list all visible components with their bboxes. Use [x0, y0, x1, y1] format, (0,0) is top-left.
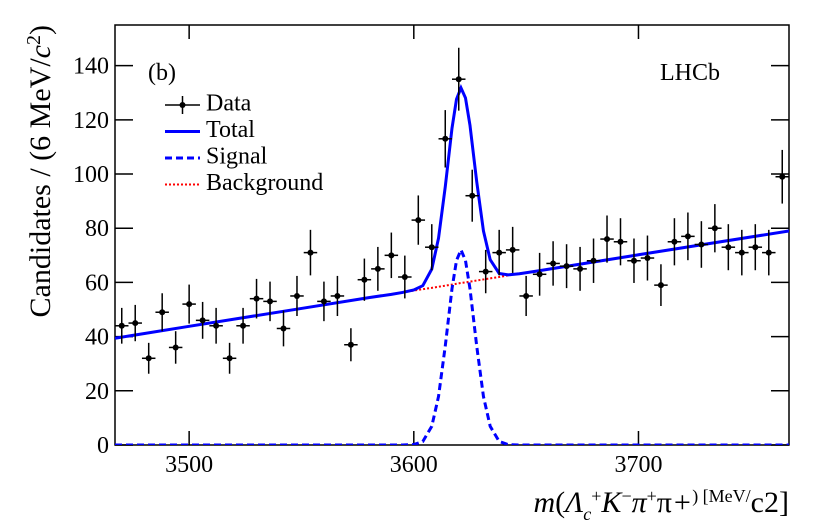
- data-point: [267, 298, 274, 305]
- data-point: [226, 355, 233, 362]
- data-point: [442, 135, 449, 142]
- data-point: [132, 320, 139, 327]
- y-axis-label-part: c: [24, 45, 57, 58]
- data-point: [199, 317, 206, 324]
- data-point: [590, 257, 597, 264]
- data-point: [752, 244, 759, 251]
- data-point: [725, 244, 732, 251]
- data-point: [630, 257, 637, 264]
- data-point: [401, 274, 408, 280]
- data-point: [186, 301, 193, 308]
- y-axis-label-part: ): [24, 25, 57, 35]
- data-point: [159, 309, 166, 316]
- curve: [115, 84, 789, 340]
- x-axis-label-part: +: [672, 486, 692, 519]
- data-point: [347, 341, 354, 348]
- data-point: [118, 322, 125, 329]
- data-point: [415, 217, 422, 224]
- data-point: [698, 241, 705, 248]
- data-point: [644, 255, 651, 262]
- data-point: [711, 225, 718, 232]
- data-point: [617, 238, 624, 245]
- data-point: [320, 298, 327, 305]
- data-point: [172, 344, 179, 351]
- x-axis-label-part: Λ: [562, 486, 583, 519]
- y-tick-label: 40: [85, 325, 109, 351]
- x-axis-label-part: (: [555, 486, 565, 519]
- data-point: [213, 322, 220, 329]
- data-point: [550, 260, 557, 267]
- data-point: [684, 233, 691, 240]
- curve: [115, 229, 789, 340]
- y-tick-label: 60: [85, 270, 109, 296]
- data-point: [563, 263, 570, 270]
- data-point: [253, 295, 260, 302]
- data-point: [482, 268, 489, 275]
- x-axis-label-part: c: [751, 486, 764, 519]
- data-point: [428, 244, 435, 251]
- x-tick-label: 3600: [390, 452, 438, 478]
- x-axis-label-part: −: [621, 486, 631, 506]
- x-axis-label-part: ]: [779, 486, 789, 519]
- legend-label: Signal: [206, 144, 268, 170]
- data-point: [523, 292, 530, 299]
- y-tick-label: 80: [85, 216, 109, 242]
- x-axis-label-part: π: [632, 486, 648, 519]
- data-point: [307, 249, 314, 256]
- data-point: [374, 265, 381, 272]
- x-axis-label-part: +: [647, 486, 657, 506]
- x-axis-label-part: π: [657, 486, 672, 519]
- y-tick-label: 0: [97, 433, 109, 459]
- x-axis-label: m(Λc+K−π+π+) [MeV/c2]: [533, 486, 789, 524]
- x-axis-label-part: c: [583, 504, 591, 524]
- data-point: [388, 252, 395, 259]
- data-point: [657, 282, 664, 289]
- data-point: [293, 292, 300, 299]
- data-point: [145, 355, 152, 362]
- x-axis-label-part: m: [533, 486, 555, 519]
- legend-label: Data: [206, 91, 252, 117]
- x-axis-label-part: K: [600, 486, 623, 519]
- data-point: [509, 246, 516, 253]
- curve: [115, 246, 789, 445]
- data-point: [738, 249, 745, 256]
- legend-label: Total: [206, 117, 255, 143]
- data-point: [240, 322, 247, 329]
- x-axis-label-part: ) [MeV/: [692, 486, 750, 507]
- y-tick-label: 100: [73, 162, 109, 188]
- x-tick-label: 3500: [165, 452, 213, 478]
- data-point: [496, 249, 503, 256]
- data-point: [280, 325, 287, 332]
- x-axis-label-part: +: [591, 486, 601, 506]
- data-point: [577, 265, 584, 272]
- data-point: [779, 173, 786, 180]
- experiment-label: LHCb: [660, 60, 720, 86]
- y-tick-label: 140: [73, 54, 109, 80]
- plot-frame: [114, 24, 790, 446]
- y-axis-label-part: Candidates / (6 MeV/: [24, 58, 57, 318]
- data-point: [455, 76, 462, 83]
- data-point: [334, 292, 341, 299]
- legend-label: Background: [206, 170, 323, 196]
- data-point: [536, 271, 543, 278]
- y-axis-label-part: 2: [23, 35, 45, 45]
- legend-data-marker: [179, 102, 186, 108]
- data-point: [765, 249, 772, 256]
- y-tick-label: 20: [85, 379, 109, 405]
- data-point: [469, 192, 476, 199]
- y-axis-label: Candidates / (6 MeV/c2): [23, 25, 57, 317]
- data-point: [604, 236, 611, 243]
- y-tick-label: 120: [73, 108, 109, 134]
- panel-label: (b): [148, 60, 176, 86]
- data-point: [671, 238, 678, 245]
- data-point: [361, 276, 368, 283]
- x-axis-label-part: 2: [764, 486, 779, 519]
- x-tick-label: 3700: [614, 452, 662, 478]
